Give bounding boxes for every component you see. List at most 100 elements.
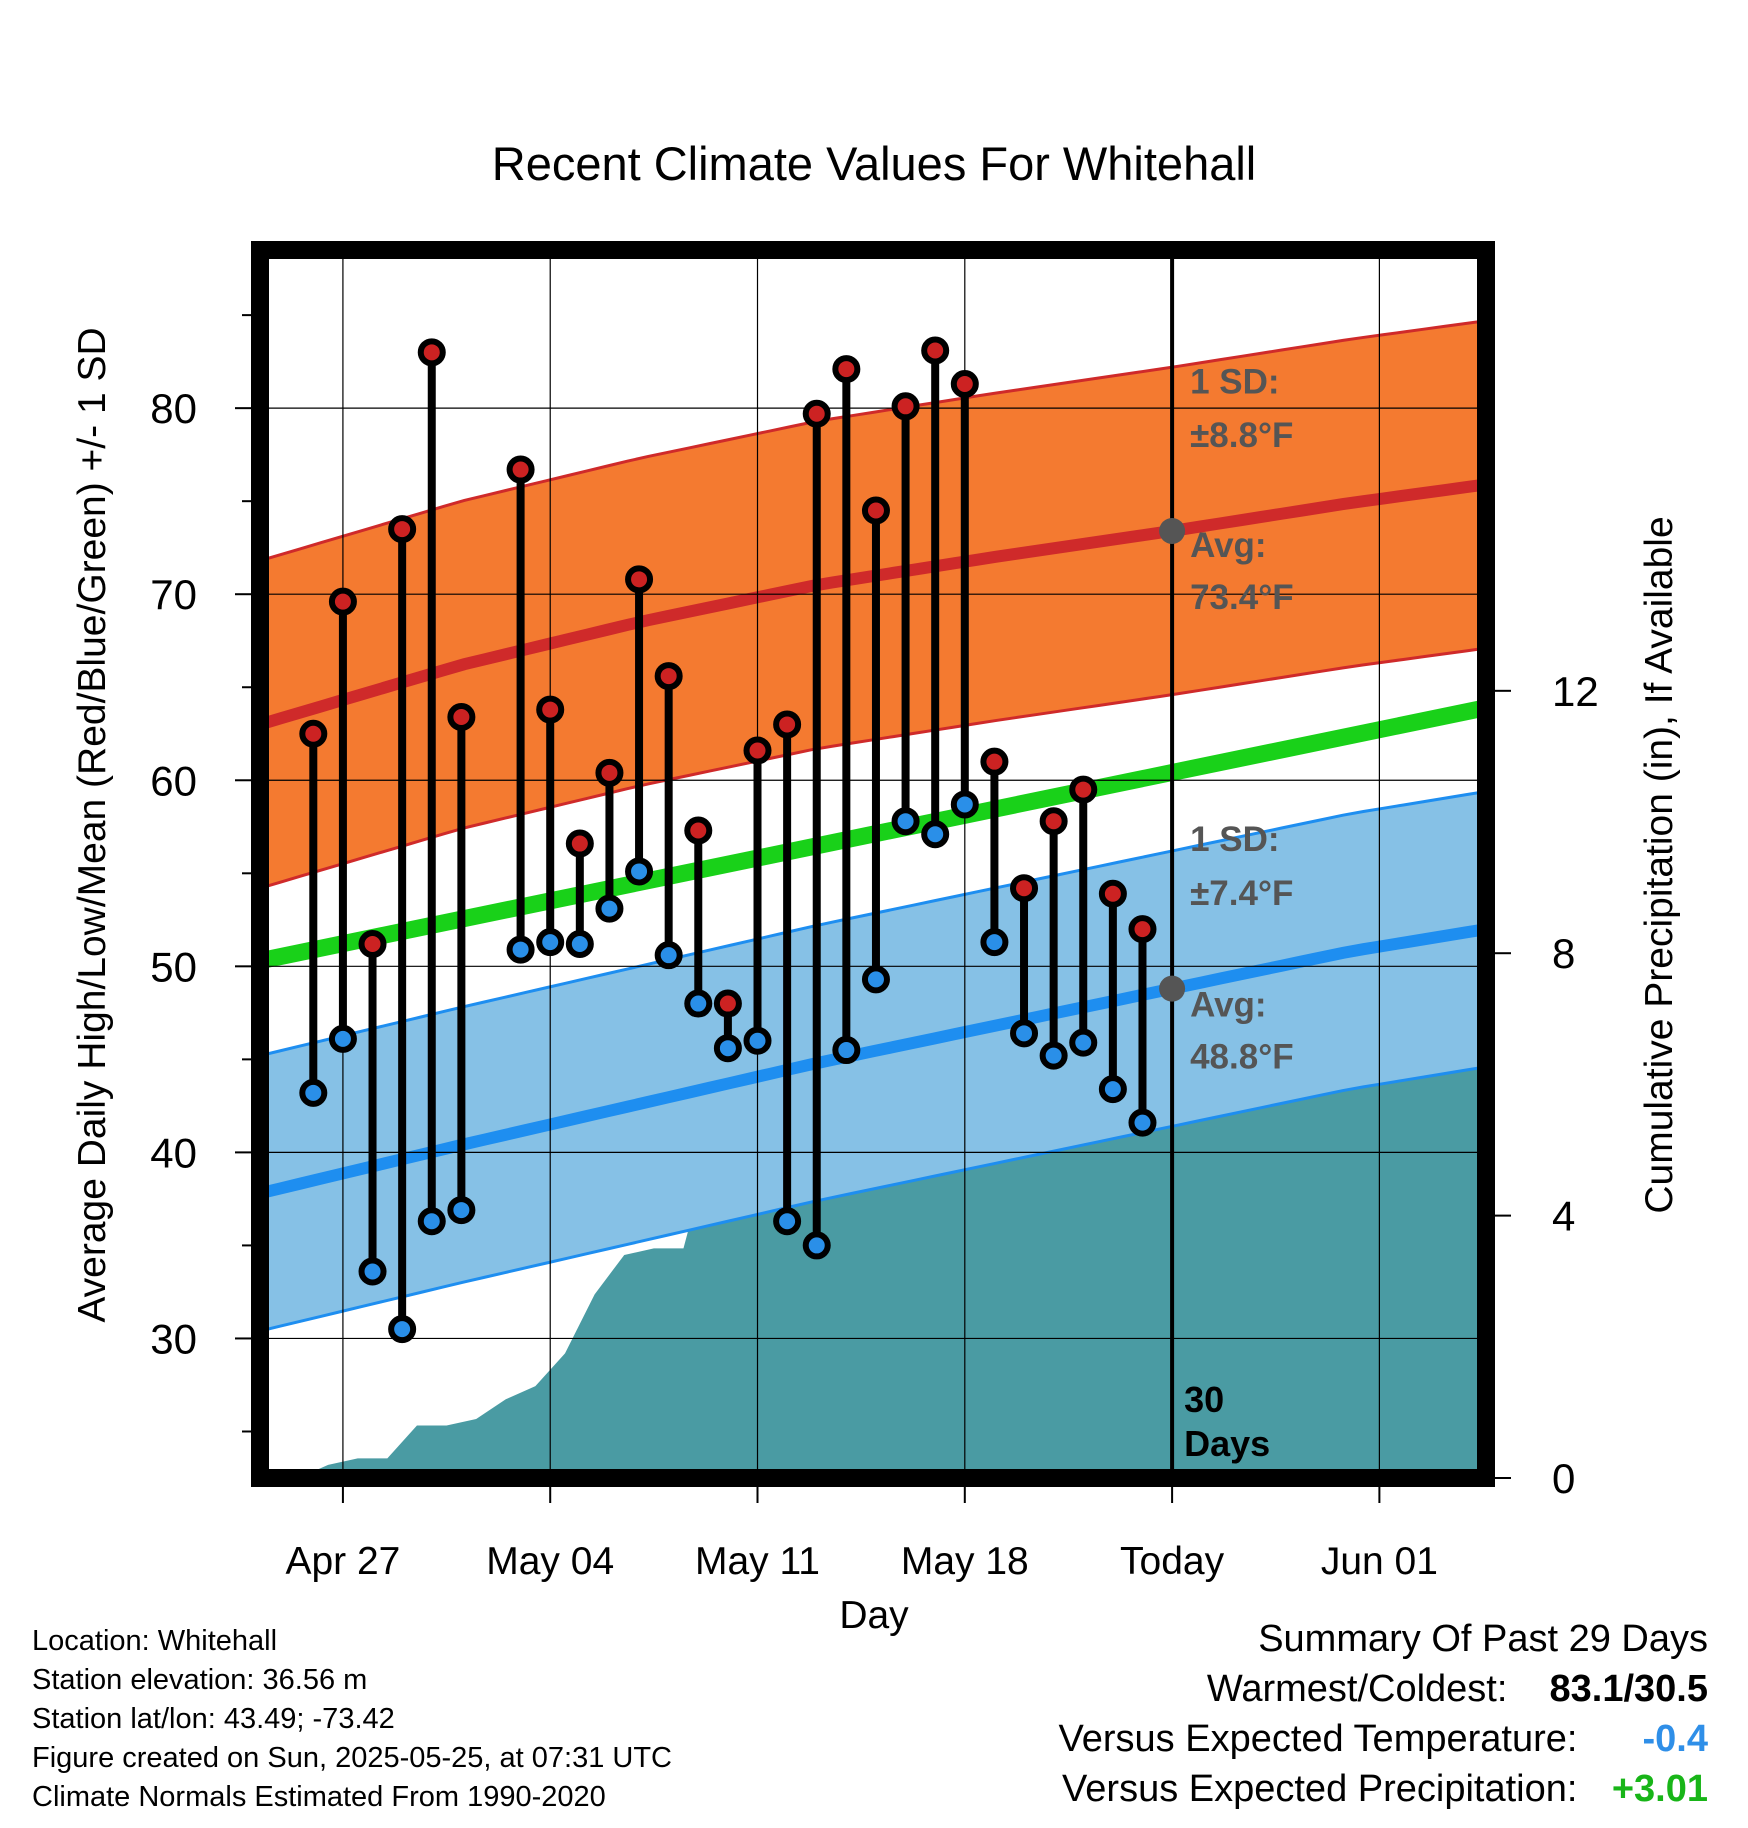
x-tick-label: Apr 27 — [285, 1540, 400, 1583]
summary-panel: Summary Of Past 29 Days Warmest/Coldest:… — [1059, 1614, 1708, 1814]
daily-low-point — [654, 941, 683, 970]
daily-high-point — [447, 703, 476, 732]
daily-high-point — [980, 747, 1009, 776]
x-tick-label: May 18 — [901, 1540, 1029, 1583]
y2-tick-label: 8 — [1552, 930, 1575, 977]
y-tick-label: 50 — [150, 943, 197, 990]
daily-high-point — [743, 736, 772, 765]
daily-low-point — [891, 807, 920, 836]
temp-departure-label: Versus Expected Temperature: — [1058, 1718, 1578, 1760]
daily-high-point — [299, 719, 328, 748]
daily-high-point — [565, 829, 594, 858]
daily-high-point — [625, 565, 654, 594]
days-label-line: Days — [1184, 1423, 1270, 1464]
daily-high-point — [1069, 775, 1098, 804]
location-text: Location: Whitehall — [32, 1625, 278, 1657]
daily-high-point — [536, 695, 565, 724]
daily-low-point — [1069, 1028, 1098, 1057]
daily-low-point — [506, 935, 535, 964]
y2-axis-label: Cumulative Precipitation (in), If Availa… — [1638, 516, 1681, 1213]
daily-high-point — [1039, 807, 1068, 836]
daily-high-point — [417, 338, 446, 367]
x-tick-label: Jun 01 — [1321, 1540, 1438, 1583]
precip-departure-value: +3.01 — [1611, 1768, 1708, 1810]
daily-high-point — [921, 336, 950, 365]
daily-low-point — [595, 894, 624, 923]
x-tick-label: May 04 — [486, 1540, 614, 1583]
normal-high-band-upper-edge — [260, 319, 1486, 563]
high-avg-label: Avg: — [1190, 526, 1266, 565]
daily-low-point — [980, 928, 1009, 957]
daily-low-point — [950, 790, 979, 819]
x-tick-label: May 11 — [695, 1540, 820, 1583]
y-axis-label: Average Daily High/Low/Mean (Red/Blue/Gr… — [71, 327, 114, 1322]
daily-low-point — [921, 820, 950, 849]
normal-high-today-marker — [1159, 517, 1186, 544]
daily-low-point — [802, 1231, 831, 1260]
daily-low-point — [1128, 1108, 1157, 1137]
daily-high-point — [861, 496, 890, 525]
daily-low-point — [447, 1196, 476, 1225]
daily-high-point — [802, 399, 831, 428]
daily-low-point — [861, 965, 890, 994]
y-tick-label: 70 — [150, 571, 197, 618]
daily-high-point — [684, 816, 713, 845]
daily-high-point — [1098, 879, 1127, 908]
daily-low-point — [773, 1207, 802, 1236]
daily-high-point — [1128, 915, 1157, 944]
precip-departure-row: Versus Expected Precipitation: +3.01 — [1059, 1764, 1708, 1814]
daily-low-point — [625, 857, 654, 886]
x-tick-label: Today — [1120, 1540, 1225, 1583]
daily-low-point — [743, 1026, 772, 1055]
y-tick-label: 80 — [150, 385, 197, 432]
low-avg-label: Avg: — [1190, 986, 1266, 1025]
elevation-text: Station elevation: 36.56 m — [32, 1664, 368, 1696]
latlon-text: Station lat/lon: 43.49; -73.42 — [32, 1703, 395, 1735]
daily-low-point — [1039, 1041, 1068, 1070]
warm-cold-label: Warmest/Coldest: — [1206, 1668, 1508, 1710]
high-avg-value: 73.4°F — [1190, 578, 1294, 617]
y-tick-label: 40 — [150, 1129, 197, 1176]
normal-low-today-marker — [1159, 975, 1186, 1002]
daily-low-point — [832, 1036, 861, 1065]
y2-tick-label: 12 — [1552, 668, 1599, 715]
created-text: Figure created on Sun, 2025-05-25, at 07… — [32, 1742, 672, 1774]
daily-low-point — [1098, 1075, 1127, 1104]
low-sd-label: 1 SD: — [1190, 820, 1279, 859]
y2-tick-label: 4 — [1552, 1193, 1575, 1240]
daily-high-point — [1010, 874, 1039, 903]
daily-high-point — [773, 710, 802, 739]
daily-low-point — [565, 930, 594, 959]
daily-low-point — [417, 1207, 446, 1236]
daily-high-point — [595, 758, 624, 787]
y-tick-label: 60 — [150, 757, 197, 804]
daily-low-point — [328, 1024, 357, 1053]
plot-frame — [251, 241, 1495, 1487]
chart-title: Recent Climate Values For Whitehall — [492, 137, 1256, 190]
daily-high-point — [388, 515, 417, 544]
daily-low-point — [1010, 1019, 1039, 1048]
warm-cold-row: Warmest/Coldest: 83.1/30.5 — [1059, 1664, 1708, 1714]
daily-high-point — [358, 930, 387, 959]
daily-low-point — [684, 989, 713, 1018]
precipitation-area — [298, 1051, 1486, 1478]
x-axis-label: Day — [839, 1594, 909, 1637]
temp-departure-row: Versus Expected Temperature: -0.4 — [1059, 1714, 1708, 1764]
plot-area: 1 SD: ±8.8°F Avg: 73.4°F 1 SD: ±7.4°F Avg: 48.8… — [260, 250, 1486, 1478]
low-sd-value: ±7.4°F — [1190, 874, 1293, 913]
daily-high-point — [328, 587, 357, 616]
high-sd-label: 1 SD: — [1190, 362, 1279, 401]
daily-high-point — [891, 392, 920, 421]
precip-departure-label: Versus Expected Precipitation: — [1062, 1768, 1578, 1810]
warm-cold-value: 83.1/30.5 — [1549, 1668, 1708, 1710]
daily-high-point — [832, 355, 861, 384]
y2-tick-label: 0 — [1552, 1455, 1575, 1502]
normal-low-band — [260, 791, 1486, 1332]
summary-title: Summary Of Past 29 Days — [1258, 1618, 1708, 1660]
temp-departure-value: -0.4 — [1642, 1718, 1708, 1760]
y-tick-label: 30 — [150, 1315, 197, 1362]
daily-low-point — [358, 1257, 387, 1286]
daily-high-point — [654, 662, 683, 691]
normal-low-band-lower-edge — [260, 1065, 1486, 1333]
